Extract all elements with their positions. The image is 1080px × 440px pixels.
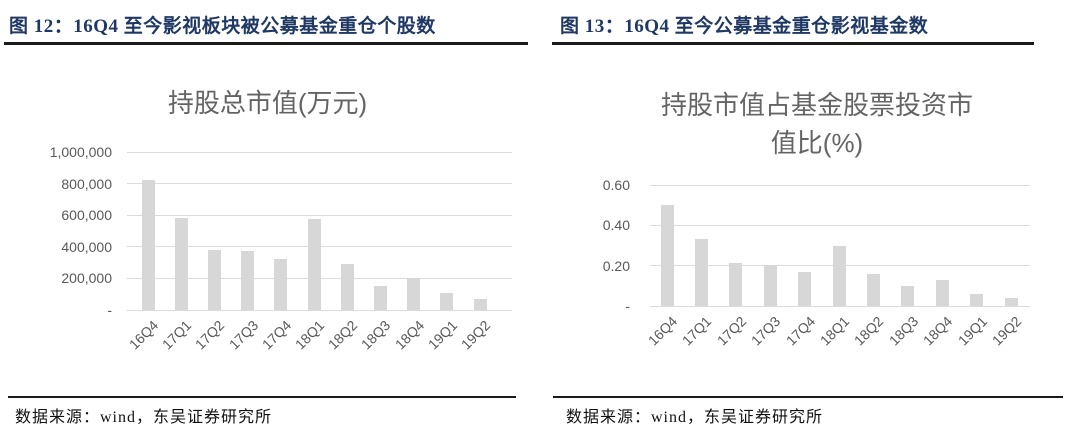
gridline xyxy=(650,305,1030,307)
bar-17Q4 xyxy=(798,271,812,306)
y-axis-tick-label: 800,000 xyxy=(61,175,112,192)
y-axis-tick-label: 1,000,000 xyxy=(49,144,112,160)
figure-12-source-rule xyxy=(8,396,516,398)
bar-17Q1 xyxy=(174,217,188,310)
y-axis-tick-label: 600,000 xyxy=(61,207,112,224)
gridline xyxy=(127,183,512,185)
gridline xyxy=(127,214,512,216)
bar-18Q1 xyxy=(307,219,321,310)
bar-17Q1 xyxy=(694,239,708,306)
bar-17Q2 xyxy=(207,249,221,310)
gridline xyxy=(127,151,512,153)
bar-17Q3 xyxy=(763,264,777,306)
bar-19Q1 xyxy=(440,292,454,310)
y-axis-tick-label: 200,000 xyxy=(61,270,112,287)
figure-13-caption-rule xyxy=(552,42,1034,45)
bar-17Q4 xyxy=(274,259,288,310)
bar-18Q2 xyxy=(340,264,354,310)
bar-17Q2 xyxy=(729,262,743,306)
chart-title-left: 持股总市值(万元) xyxy=(5,84,530,122)
figure-13-source: 数据来源：wind，东吴证券研究所 xyxy=(566,409,824,426)
gridline xyxy=(127,309,512,311)
y-axis-tick-label: 0.20 xyxy=(602,257,630,274)
chart-title-right: 持股市值占基金股票投资市 值比(%) xyxy=(557,86,1077,162)
gridline xyxy=(650,184,1030,186)
bar-18Q3 xyxy=(901,285,915,306)
bar-19Q1 xyxy=(970,293,984,306)
bar-19Q2 xyxy=(473,298,487,310)
figure-12-panel: 图 12：16Q4 至今影视板块被公募基金重仓个股数 持股总市值(万元) - 20… xyxy=(4,16,530,426)
bar-chart-holdings-ratio: -0.20 0.40 0.60 16Q4 17Q1 17Q2 17Q3 17Q4 18Q1 18Q… xyxy=(603,177,1030,349)
y-axis-tick-label: 0.40 xyxy=(602,217,630,234)
bar-16Q4 xyxy=(660,205,674,306)
figure-13-panel: 图 13：16Q4 至今公募基金重仓影视基金数 持股市值占基金股票投资市 值比(… xyxy=(540,0,1080,440)
bar-18Q4 xyxy=(407,278,421,310)
bar-16Q4 xyxy=(141,180,155,310)
y-axis-tick-label: - xyxy=(625,298,630,314)
figure-13-source-rule xyxy=(553,396,1063,398)
bar-18Q4 xyxy=(935,279,949,306)
bar-18Q1 xyxy=(832,245,846,306)
figure-13-caption: 图 13：16Q4 至今公募基金重仓影视基金数 xyxy=(560,16,929,37)
chart-title-left-line1: 持股总市值(万元) xyxy=(167,88,368,118)
figure-12-source: 数据来源：wind，东吴证券研究所 xyxy=(15,409,273,426)
chart-title-right-line2: 值比(%) xyxy=(770,128,864,158)
y-axis-tick-label: 400,000 xyxy=(61,238,112,255)
y-axis-tick-label: - xyxy=(107,302,112,318)
bar-chart-holdings-market-value: -200,000 400,000 600,000 800,000 1,000,000 16… xyxy=(50,144,512,353)
bar-18Q2 xyxy=(866,273,880,306)
figure-12-caption: 图 12：16Q4 至今影视板块被公募基金重仓个股数 xyxy=(9,16,436,37)
chart-title-right-line1: 持股市值占基金股票投资市 xyxy=(660,90,973,120)
bar-17Q3 xyxy=(241,250,255,310)
y-axis-tick-label: 0.60 xyxy=(602,177,630,193)
bar-18Q3 xyxy=(373,285,387,310)
bar-19Q2 xyxy=(1004,297,1018,306)
gridline xyxy=(650,224,1030,226)
figure-12-caption-rule xyxy=(4,42,528,45)
